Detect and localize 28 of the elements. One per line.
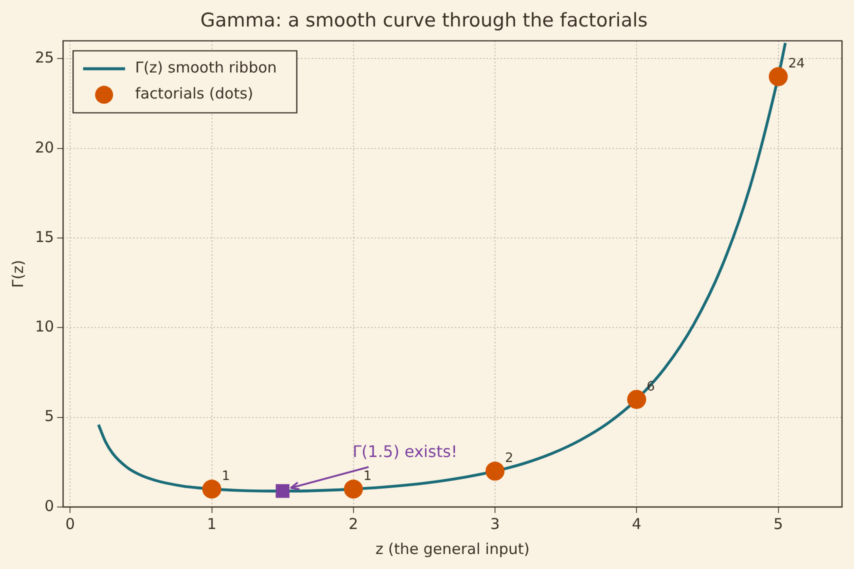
chart-title: Gamma: a smooth curve through the factorials [200, 9, 648, 32]
point [627, 390, 646, 409]
legend-label: factorials (dots) [135, 84, 254, 103]
annotation: Γ(1.5) exists! [352, 442, 458, 462]
point [202, 480, 222, 499]
point [276, 484, 290, 498]
data-label: 24 [788, 56, 805, 72]
legend-label: Γ(z) smooth ribbon [135, 58, 277, 77]
data-label: 1 [363, 468, 372, 484]
y-tick-label: 0 [44, 496, 54, 515]
y-tick-label: 20 [34, 138, 54, 156]
x-tick-label: 4 [632, 514, 642, 533]
point [344, 480, 363, 499]
y-tick-label: 25 [34, 48, 54, 67]
x-tick-label: 2 [348, 514, 358, 533]
y-tick-label: 5 [44, 407, 54, 426]
x-axis-title: z (the general input) [375, 540, 530, 558]
x-tick-label: 5 [773, 514, 784, 533]
y-tick-label: 15 [34, 228, 54, 246]
x-tick-label: 0 [65, 514, 75, 533]
data-label: 2 [505, 451, 514, 466]
y-tick-label: 10 [34, 318, 54, 336]
data-label: 1 [222, 468, 230, 484]
point [486, 462, 505, 481]
x-tick-label: 1 [207, 514, 217, 533]
x-tick-label: 3 [490, 514, 500, 533]
y-axis-title: Γ(z) [8, 260, 27, 288]
point [768, 67, 788, 86]
